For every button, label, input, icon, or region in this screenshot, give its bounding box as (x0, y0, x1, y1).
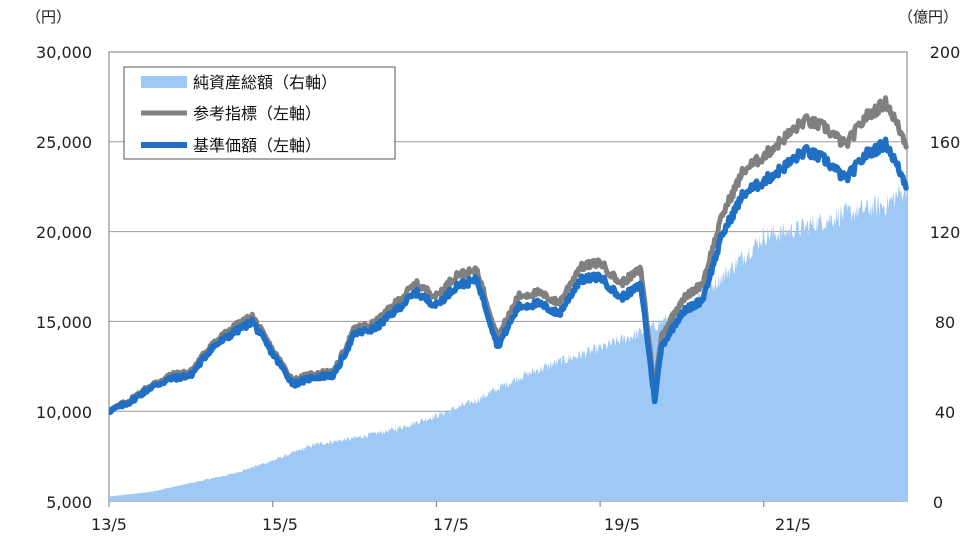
x-tick: 17/5 (433, 515, 469, 534)
left-axis-unit: （円） (26, 8, 71, 26)
right-tick: 40 (935, 403, 955, 422)
line-layer (107, 95, 910, 416)
legend-swatch-area (141, 76, 187, 88)
left-tick: 20,000 (36, 223, 92, 242)
x-tick: 19/5 (604, 515, 640, 534)
right-axis-unit: （億円） (898, 8, 958, 26)
series-nav-line (107, 136, 910, 416)
right-tick: 200 (930, 43, 961, 62)
legend-label-net-assets: 純資産総額（右軸） (193, 73, 337, 92)
ticks-layer (108, 501, 765, 507)
legend: 純資産総額（右軸） 参考指標（左軸） 基準価額（左軸） (123, 66, 396, 160)
left-tick: 10,000 (36, 403, 92, 422)
left-tick: 15,000 (36, 313, 92, 332)
right-tick: 0 (933, 493, 943, 512)
x-tick: 13/5 (91, 515, 127, 534)
right-axis: 200 160 120 80 40 0 (930, 43, 961, 512)
legend-label-nav: 基準価額（左軸） (193, 136, 321, 155)
left-tick: 5,000 (46, 493, 92, 512)
right-tick: 80 (935, 313, 955, 332)
x-axis: 13/5 15/5 17/5 19/5 21/5 (91, 515, 811, 534)
left-tick: 25,000 (36, 133, 92, 152)
right-tick: 160 (930, 133, 961, 152)
x-tick: 15/5 (262, 515, 298, 534)
area-layer (109, 180, 907, 501)
left-tick: 30,000 (36, 43, 92, 62)
legend-label-benchmark: 参考指標（左軸） (193, 104, 321, 123)
x-tick: 21/5 (775, 515, 811, 534)
left-axis: 30,000 25,000 20,000 15,000 10,000 5,000 (36, 43, 92, 512)
series-net-assets-area (109, 180, 907, 501)
right-tick: 120 (930, 223, 961, 242)
